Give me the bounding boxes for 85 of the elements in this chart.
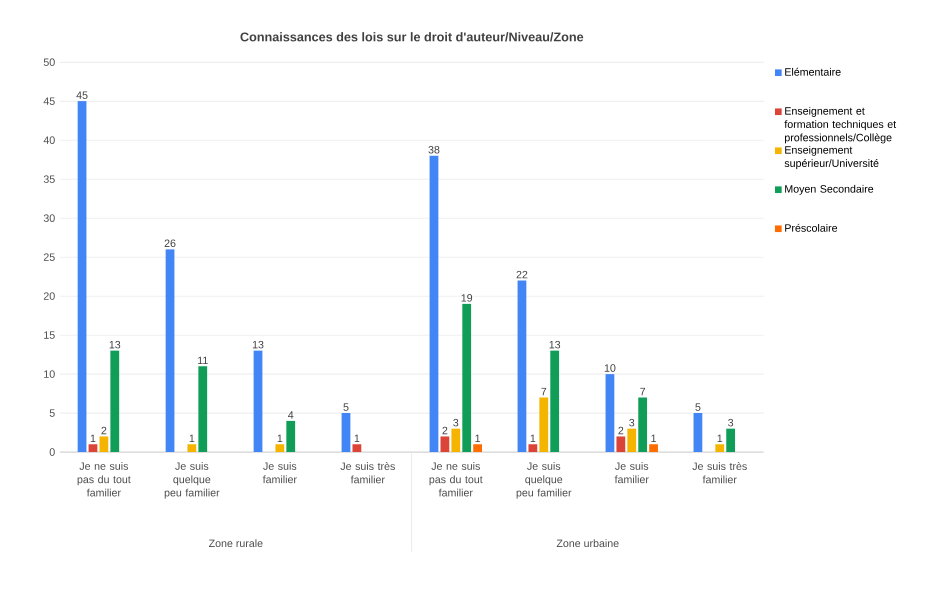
- x-tick-label: Je suis très familier: [692, 462, 747, 484]
- data-label: 5: [343, 403, 348, 411]
- x-tick-label: Je suis familier: [262, 462, 297, 484]
- x-tick-label: Je ne suis pas du tout familier: [78, 462, 131, 497]
- data-label: 3: [629, 418, 634, 427]
- bar: [352, 444, 362, 452]
- bar: [649, 444, 658, 452]
- legend-label: Enseignement et formation techniques et professionnels/Collège: [784, 107, 896, 144]
- bar: [451, 428, 460, 452]
- data-label: 2: [101, 426, 106, 434]
- data-label: 4: [288, 411, 294, 419]
- bar: [187, 444, 196, 452]
- data-label: 26: [164, 240, 176, 248]
- x-tick-label: Je suis quelque peu familier: [164, 462, 220, 499]
- data-label: 19: [462, 294, 472, 302]
- legend-label: Préscolaire: [785, 224, 838, 232]
- data-label: 2: [618, 426, 624, 434]
- x-tick-label: Je ne suis pas du tout familier: [430, 462, 483, 497]
- data-label: 1: [475, 434, 480, 442]
- bar: [616, 436, 626, 452]
- y-tick-label: 30: [44, 214, 55, 222]
- data-label: 13: [110, 341, 120, 349]
- data-label: 1: [278, 434, 282, 442]
- bar: [715, 444, 724, 452]
- data-label: 1: [718, 434, 722, 442]
- data-label: 7: [541, 388, 546, 396]
- bar: [275, 444, 284, 452]
- bar: [110, 350, 120, 452]
- y-tick-label: 5: [50, 409, 55, 417]
- chart-title: Connaissances des lois sur le droit d'auteur/Niveau/Zone: [240, 32, 584, 42]
- bar: [627, 428, 636, 452]
- y-tick-label: 35: [44, 176, 55, 184]
- data-label: 13: [550, 341, 560, 349]
- data-label: 1: [530, 434, 536, 442]
- bar: [254, 350, 262, 452]
- y-tick-label: 45: [44, 98, 55, 106]
- x-tick-label: Je suis quelque peu familier: [516, 462, 572, 499]
- data-label: 45: [76, 92, 88, 100]
- data-label: 3: [728, 418, 734, 427]
- y-tick-label: 0: [50, 448, 55, 456]
- data-label: 5: [695, 403, 700, 411]
- bar: [462, 304, 472, 452]
- bar: [528, 444, 538, 452]
- bar: [198, 366, 208, 452]
- data-label: 1: [190, 434, 194, 442]
- legend-label: Moyen Secondaire: [785, 184, 874, 195]
- text: Zone rurale: [208, 539, 263, 548]
- y-tick-label: 15: [44, 332, 55, 339]
- bar: [430, 156, 438, 452]
- data-label: 3: [453, 418, 458, 427]
- y-tick-label: 25: [44, 253, 55, 262]
- data-label: 2: [442, 426, 448, 434]
- data-label: 1: [354, 434, 360, 442]
- bar: [342, 413, 350, 452]
- legend-label: Enseignement supérieur/Université: [784, 146, 878, 170]
- text: Zone urbaine: [556, 539, 619, 548]
- data-label: 7: [640, 388, 646, 396]
- bar: [518, 280, 526, 452]
- legend-label: Elémentaire: [785, 68, 841, 76]
- bar: [638, 398, 648, 452]
- x-tick-label: Je suis familier: [614, 462, 649, 484]
- bar: [694, 413, 702, 452]
- bar: [550, 350, 560, 452]
- y-tick-label: 10: [44, 370, 55, 378]
- bar: [286, 420, 296, 452]
- bar: [88, 444, 98, 452]
- bar: [726, 428, 736, 452]
- y-tick-label: 20: [44, 292, 55, 300]
- data-label: 13: [252, 341, 264, 349]
- data-label: 22: [516, 270, 528, 278]
- bar: [473, 444, 482, 452]
- x-tick-label: Je suis très familier: [340, 462, 395, 484]
- bar: [78, 101, 86, 452]
- bar: [166, 249, 174, 452]
- y-tick-label: 40: [44, 136, 55, 144]
- bar: [99, 436, 108, 452]
- data-label: 11: [198, 356, 208, 364]
- bar: [606, 374, 614, 452]
- y-tick-label: 50: [44, 58, 55, 66]
- data-label: 10: [604, 364, 616, 372]
- data-label: 1: [90, 434, 96, 442]
- data-label: 38: [428, 146, 440, 154]
- bar: [539, 398, 548, 452]
- data-label: 1: [651, 434, 656, 442]
- bar: [440, 436, 450, 452]
